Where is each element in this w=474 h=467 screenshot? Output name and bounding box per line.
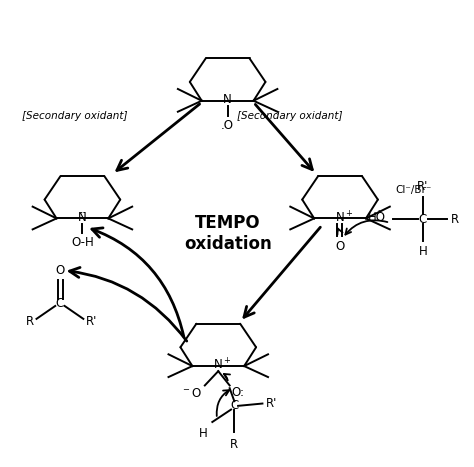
Text: N̈: N̈	[78, 211, 87, 224]
FancyArrowPatch shape	[92, 228, 184, 337]
Text: N$^+$: N$^+$	[213, 358, 231, 373]
FancyArrowPatch shape	[70, 268, 187, 341]
Text: TEMPO
oxidation: TEMPO oxidation	[184, 214, 272, 253]
Text: [Secondary oxidant]: [Secondary oxidant]	[237, 111, 343, 121]
Text: R: R	[26, 315, 34, 328]
Text: HÖ: HÖ	[368, 211, 386, 224]
FancyArrowPatch shape	[217, 390, 229, 416]
Text: R: R	[230, 438, 238, 451]
Text: C: C	[56, 297, 64, 310]
Text: N$^+$: N$^+$	[335, 210, 353, 225]
FancyArrowPatch shape	[346, 220, 387, 234]
Text: .O: .O	[221, 119, 234, 132]
Text: Cl⁻/Br⁻: Cl⁻/Br⁻	[395, 185, 432, 195]
Text: R: R	[451, 212, 459, 226]
Text: H: H	[419, 245, 427, 258]
Text: C: C	[419, 212, 427, 226]
FancyArrowPatch shape	[224, 374, 230, 381]
Text: O: O	[336, 240, 345, 253]
Text: R': R'	[417, 180, 428, 193]
Text: N: N	[223, 93, 232, 106]
Text: R': R'	[86, 315, 98, 328]
Text: O-H: O-H	[71, 236, 94, 249]
Text: O:: O:	[231, 386, 244, 399]
Text: O: O	[55, 264, 64, 277]
Text: R': R'	[266, 397, 277, 410]
Text: C: C	[230, 399, 238, 412]
FancyArrowPatch shape	[337, 228, 343, 235]
Text: [Secondary oxidant]: [Secondary oxidant]	[21, 111, 127, 121]
Text: $^-$O: $^-$O	[181, 387, 202, 400]
Text: H: H	[199, 427, 208, 439]
